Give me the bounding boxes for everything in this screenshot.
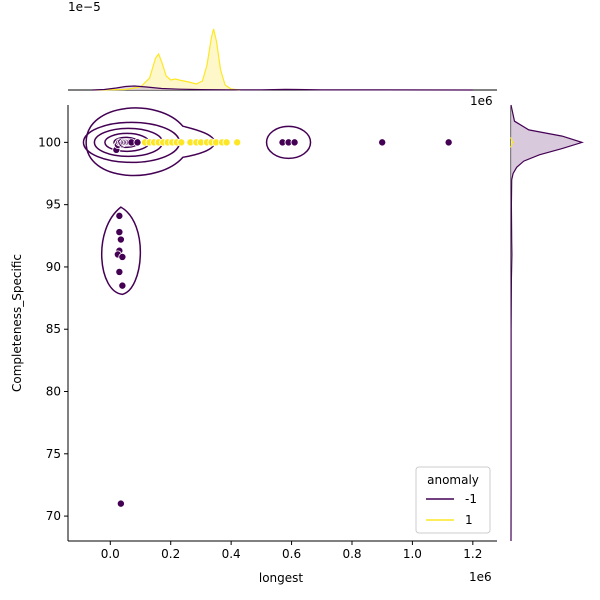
marginal-x-offset-text: 1e−5	[68, 0, 101, 14]
legend-label-normal: 1	[465, 513, 473, 527]
scatter-point-anomaly	[133, 138, 142, 147]
legend-title: anomaly	[427, 473, 479, 487]
scatter-point-normal	[222, 138, 231, 147]
x-offset-text: 1e6	[469, 570, 492, 584]
marginal-x-line-anomaly	[92, 85, 473, 91]
x-tick-label: 0.2	[161, 547, 180, 561]
x-axis-label: longest	[259, 571, 304, 585]
scatter-point-anomaly	[118, 252, 127, 261]
marginal-x-fills	[92, 29, 473, 90]
scatter-point-anomaly	[290, 138, 299, 147]
scatter-point-anomaly	[118, 281, 127, 290]
scatter-point-anomaly	[378, 138, 387, 147]
legend-frame	[415, 466, 491, 534]
kde-contour-low-cluster	[101, 206, 142, 296]
marginal-y-offset-text: 1e6	[470, 94, 493, 108]
marginal-y-line-normal	[510, 137, 514, 148]
scatter-point-anomaly	[115, 211, 124, 220]
marginal-x-panel: 1e−5	[68, 0, 497, 91]
y-tick-label: 80	[46, 385, 61, 399]
x-tick-label: 0.0	[101, 547, 120, 561]
joint-panel: 0.0 0.2 0.4 0.6 0.8 1.0 1.2 70 75 80 85 90 95 100 lo…	[10, 105, 497, 585]
legend-label-anomaly: -1	[465, 492, 477, 506]
scatter-points	[112, 138, 453, 508]
marginal-y-line-anomaly	[510, 104, 585, 542]
y-tick-label: 95	[46, 198, 61, 212]
scatter-point-anomaly	[116, 235, 125, 244]
marginal-y-lines	[510, 104, 585, 542]
y-tick-label: 85	[46, 322, 61, 336]
x-tick-label: 0.6	[282, 547, 301, 561]
y-axis-label: Completeness_Specific	[10, 254, 24, 392]
legend: anomaly -1 1	[415, 466, 491, 534]
marginal-x-lines	[92, 28, 473, 91]
y-tick-label: 90	[46, 260, 61, 274]
scatter-point-anomaly	[115, 228, 124, 237]
x-ticks: 0.0 0.2 0.4 0.6 0.8 1.0 1.2	[101, 541, 482, 561]
kde-contours	[82, 107, 312, 296]
marginal-x-line-normal	[95, 28, 241, 91]
scatter-point-normal	[177, 138, 186, 147]
marginal-y-fill-anomaly	[511, 105, 582, 541]
kde-contour-right-cluster	[265, 125, 312, 160]
x-tick-label: 1.2	[463, 547, 482, 561]
x-tick-label: 0.8	[342, 547, 361, 561]
marginal-x-fill-normal	[95, 29, 241, 90]
scatter-point-anomaly	[116, 499, 125, 508]
y-tick-label: 100	[38, 135, 61, 149]
scatter-point-normal	[233, 138, 242, 147]
y-tick-label: 75	[46, 447, 61, 461]
marginal-y-fills	[511, 105, 582, 541]
x-tick-label: 0.4	[222, 547, 241, 561]
y-tick-label: 70	[46, 509, 61, 523]
scatter-point-anomaly	[444, 138, 453, 147]
scatter-point-anomaly	[115, 267, 124, 276]
x-tick-label: 1.0	[403, 547, 422, 561]
y-ticks: 70 75 80 85 90 95 100	[38, 135, 68, 523]
marginal-y-panel: 1e6	[470, 94, 585, 542]
